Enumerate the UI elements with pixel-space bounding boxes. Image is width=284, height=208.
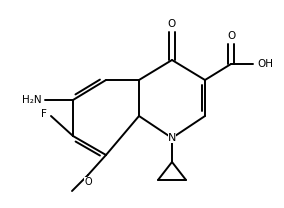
Text: O: O [227, 31, 235, 41]
Text: F: F [41, 109, 47, 119]
Text: O: O [84, 177, 92, 187]
Text: H₂N: H₂N [22, 95, 42, 105]
Text: N: N [168, 133, 176, 143]
Text: O: O [168, 19, 176, 29]
Text: OH: OH [257, 59, 273, 69]
